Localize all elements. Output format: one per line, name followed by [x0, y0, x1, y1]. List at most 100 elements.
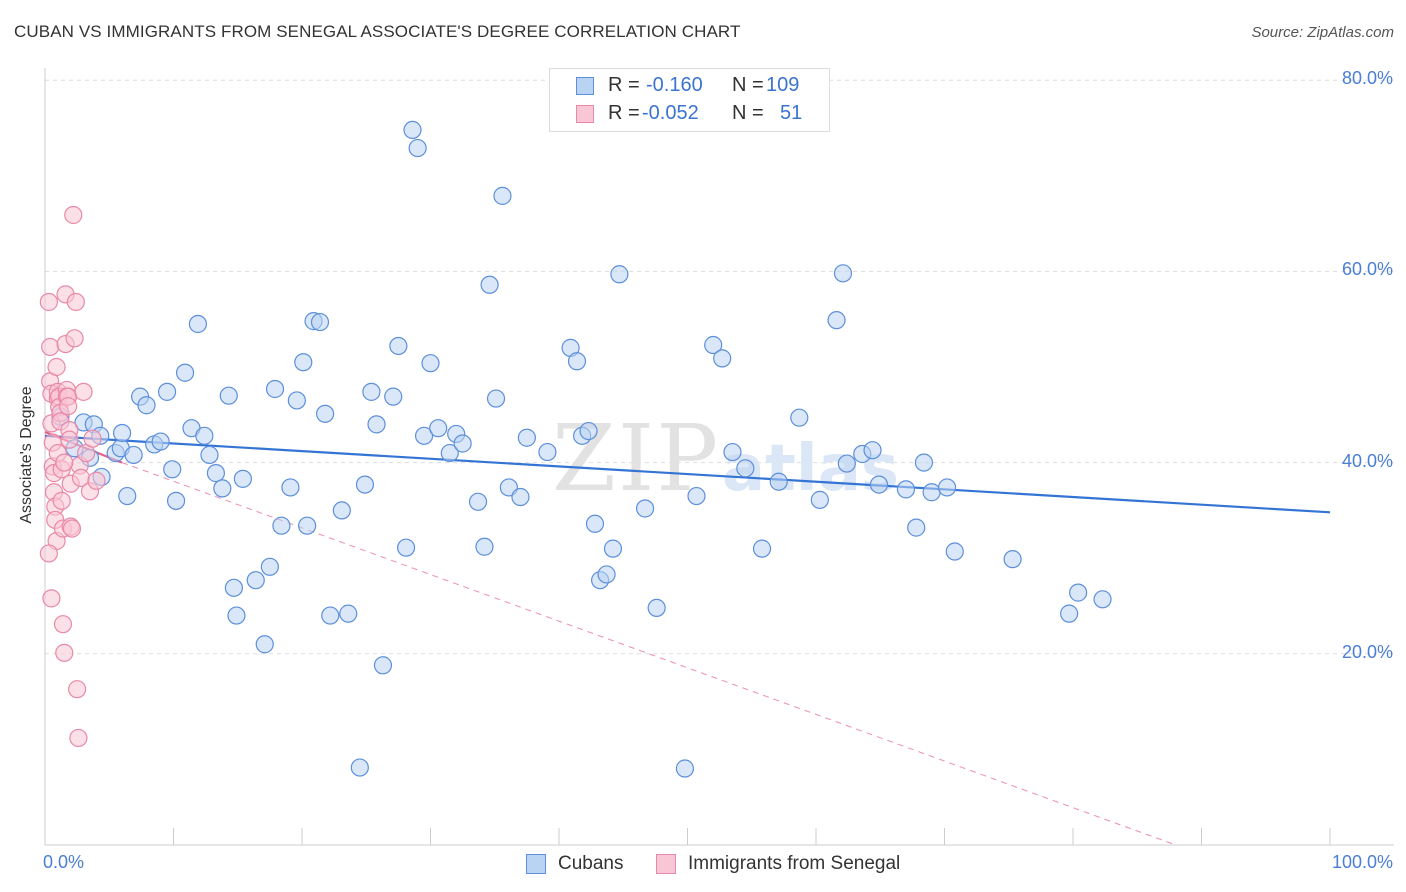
point-cubans: [937, 478, 957, 497]
legend-r-label: R =: [608, 74, 646, 96]
point-senegal: [60, 430, 79, 449]
point-cubans: [810, 490, 829, 509]
point-senegal: [39, 292, 58, 312]
point-cubans: [736, 459, 755, 478]
point-cubans: [332, 501, 351, 520]
point-cubans: [790, 408, 809, 427]
point-cubans: [151, 432, 170, 451]
legend-r-label: R =: [608, 102, 646, 124]
point-cubans: [585, 514, 605, 533]
point-cubans: [429, 419, 448, 438]
point-senegal: [47, 357, 66, 377]
point-cubans: [511, 487, 530, 507]
point-cubans: [294, 353, 313, 372]
point-cubans: [704, 335, 723, 355]
point-senegal: [65, 329, 84, 348]
point-cubans: [124, 445, 143, 465]
point-cubans: [579, 421, 598, 441]
point-cubans: [255, 635, 274, 654]
point-cubans: [421, 354, 440, 373]
y-tick-label: 20.0%: [1341, 641, 1393, 662]
data-points: [39, 120, 1112, 778]
point-cubans: [137, 396, 156, 415]
point-cubans: [265, 379, 285, 399]
point-cubans: [635, 499, 655, 518]
point-cubans: [389, 336, 408, 356]
point-cubans: [206, 464, 226, 483]
point-cubans: [769, 472, 788, 491]
point-cubans: [260, 557, 279, 576]
point-senegal: [42, 589, 61, 608]
point-cubans: [1003, 550, 1022, 569]
point-cubans: [723, 442, 742, 462]
y-tick-label: 60.0%: [1341, 259, 1393, 280]
cubans-swatch: [526, 854, 546, 874]
source-label: Source: ZipAtlas.com: [1251, 24, 1394, 41]
point-cubans: [907, 518, 926, 537]
point-cubans: [321, 606, 340, 625]
point-senegal: [62, 519, 82, 538]
point-senegal: [83, 429, 102, 448]
point-cubans: [339, 604, 358, 623]
point-cubans: [752, 539, 772, 558]
y-tick-label: 80.0%: [1341, 68, 1393, 89]
point-cubans: [468, 492, 488, 511]
correlation-legend: R = -0.160 N = 109 R = -0.052 N = 51: [549, 68, 830, 132]
point-cubans: [517, 428, 536, 447]
point-senegal: [55, 643, 74, 662]
point-senegal: [53, 615, 73, 634]
point-senegal: [59, 397, 78, 416]
point-cubans: [863, 441, 882, 460]
point-senegal: [87, 471, 106, 490]
point-cubans: [287, 391, 306, 410]
point-cubans: [480, 275, 499, 294]
point-cubans: [213, 479, 232, 498]
point-cubans: [373, 656, 393, 675]
point-cubans: [538, 442, 557, 462]
point-cubans: [675, 759, 695, 778]
point-cubans: [837, 454, 856, 473]
point-cubans: [281, 478, 300, 497]
point-cubans: [896, 480, 916, 499]
senegal-label: Immigrants from Senegal: [688, 853, 901, 874]
series-legend: Cubans Immigrants from Senegal: [0, 853, 1406, 877]
point-cubans: [1060, 604, 1079, 623]
point-cubans: [298, 516, 317, 535]
point-cubans: [414, 426, 434, 445]
point-senegal: [69, 728, 88, 748]
legend-row-cubans: R = -0.160 N = 109: [550, 74, 829, 98]
y-tick-label: 40.0%: [1341, 450, 1393, 471]
legend-n-value: 109: [766, 74, 800, 96]
point-cubans: [403, 120, 422, 140]
point-cubans: [227, 606, 246, 625]
axes: [44, 68, 1394, 846]
point-cubans: [157, 382, 177, 401]
point-cubans: [440, 443, 459, 463]
point-senegal: [74, 382, 93, 401]
point-cubans: [118, 486, 137, 506]
point-cubans: [1069, 583, 1088, 602]
x-tick-label-min: 0.0%: [43, 852, 85, 872]
point-cubans: [713, 349, 732, 368]
legend-row-senegal: R = -0.052 N = 51: [550, 102, 829, 126]
point-cubans: [224, 578, 243, 597]
point-senegal: [52, 491, 71, 510]
point-cubans: [567, 352, 587, 371]
point-cubans: [408, 138, 427, 158]
legend-n-label: N =: [732, 102, 770, 124]
point-senegal: [55, 453, 74, 472]
point-cubans: [945, 542, 964, 561]
point-cubans: [246, 571, 265, 590]
point-cubans: [597, 565, 616, 584]
point-cubans: [384, 387, 403, 406]
point-cubans: [647, 598, 666, 618]
point-cubans: [367, 415, 386, 434]
point-cubans: [362, 382, 381, 401]
legend-swatch-blue: [576, 77, 594, 95]
trend-line-cubans: [44, 434, 1331, 514]
x-tick-label-max: 100.0%: [1331, 852, 1393, 872]
senegal-swatch: [656, 854, 676, 874]
point-cubans: [922, 483, 941, 502]
point-cubans: [272, 516, 291, 535]
